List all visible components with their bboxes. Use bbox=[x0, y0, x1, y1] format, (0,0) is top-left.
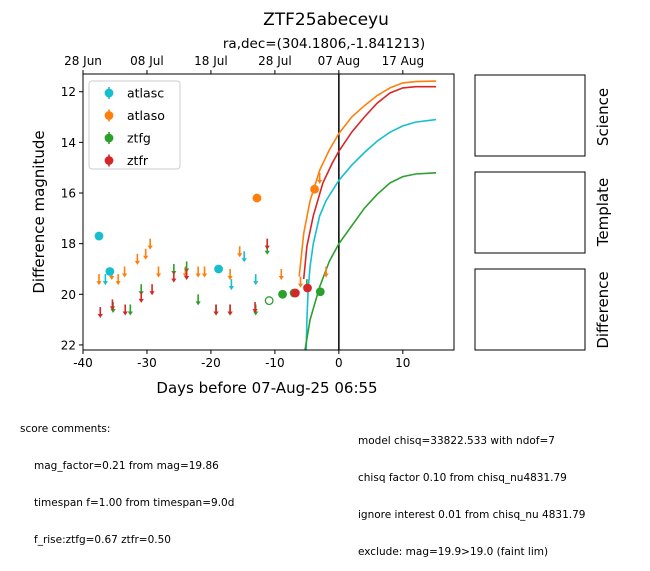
plot-area: -40 -30 -20 -10 0 10 12 14 16 18 20 22 28 Jun 08 Jul 1… bbox=[61, 54, 455, 370]
ztfr-upper-limit bbox=[184, 269, 190, 281]
ztfg-upper-limit bbox=[195, 294, 201, 306]
y-tick-label: 12 bbox=[61, 85, 76, 99]
legend-label: atlaso bbox=[127, 108, 165, 123]
top-tick-label: 28 Jul bbox=[258, 54, 292, 68]
x-axis-label: Days before 07-Aug-25 06:55 bbox=[156, 379, 377, 397]
ztfr-upper-limit bbox=[213, 304, 219, 316]
chart-subtitle: ra,dec=(304.1806,-1.841213) bbox=[223, 36, 425, 52]
ztfr-upper-limit bbox=[227, 304, 233, 316]
atlasc-detection bbox=[214, 264, 224, 274]
plot-content bbox=[94, 74, 437, 350]
top-tick-label: 17 Aug bbox=[382, 54, 425, 68]
legend-label: atlasc bbox=[127, 86, 164, 101]
y-tick-label: 16 bbox=[61, 187, 76, 201]
atlaso-upper-limit bbox=[115, 274, 121, 286]
x-tick-label: -40 bbox=[73, 356, 93, 370]
x-tick-label: -30 bbox=[137, 356, 157, 370]
atlaso-upper-limit bbox=[278, 269, 284, 281]
legend-label: ztfr bbox=[127, 153, 149, 168]
model-comment-line: model chisq=33822.533 with ndof=7 bbox=[358, 434, 555, 447]
score-comments-heading: score comments: bbox=[20, 422, 111, 435]
legend: atlasc atlaso ztfg ztfr bbox=[88, 80, 181, 170]
ztfr-model-curve bbox=[302, 85, 437, 280]
atlaso-upper-limit bbox=[143, 248, 149, 260]
atlasc-upper-limit bbox=[228, 279, 234, 291]
atlaso-detection bbox=[252, 193, 262, 203]
difference-panel: Difference bbox=[474, 268, 612, 351]
ztfg-detection bbox=[315, 287, 325, 297]
template-label: Template bbox=[594, 178, 612, 247]
top-tick-label: 28 Jun bbox=[64, 54, 102, 68]
atlasc-detection bbox=[94, 231, 104, 241]
atlasc-upper-limit bbox=[253, 274, 259, 286]
ztfr-detection bbox=[303, 283, 312, 293]
science-panel: Science bbox=[474, 74, 612, 157]
top-tick-label: 18 Jul bbox=[194, 54, 228, 68]
legend-label: ztfg bbox=[127, 131, 151, 146]
ztfr-upper-limit bbox=[138, 291, 144, 303]
x-tick-label: 10 bbox=[395, 356, 410, 370]
lightcurve-figure: ZTF25abeceyu ra,dec=(304.1806,-1.841213)… bbox=[30, 10, 612, 397]
science-label: Science bbox=[594, 88, 612, 146]
ztfr-detection bbox=[290, 288, 300, 298]
y-axis-label: Difference magnitude bbox=[30, 130, 48, 293]
score-comment-line: f_rise:ztfg=0.67 ztfr=0.50 bbox=[34, 534, 171, 547]
atlaso-model-curve bbox=[298, 80, 437, 277]
score-comment-line: timespan f=1.00 from timespan=9.0d bbox=[34, 497, 235, 510]
template-panel: Template bbox=[474, 171, 612, 254]
y-tick-label: 18 bbox=[61, 237, 76, 251]
atlaso-upper-limit bbox=[237, 246, 243, 258]
ztfr-upper-limit bbox=[149, 284, 155, 296]
ztfg-upper-limit bbox=[127, 304, 133, 316]
atlasc-model-curve bbox=[305, 118, 437, 350]
ztfr-upper-limit bbox=[171, 271, 177, 283]
x-tick-label: -20 bbox=[201, 356, 221, 370]
atlasc-upper-limit bbox=[241, 251, 247, 263]
model-comment-line: ignore interest 0.01 from chisq_nu 4831.… bbox=[358, 509, 586, 522]
ztfr-upper-limit bbox=[122, 304, 128, 316]
legend-entry-atlaso: atlaso bbox=[104, 108, 165, 123]
model-comment-line: exclude: mag=19.9>19.0 (faint lim) bbox=[358, 546, 549, 559]
atlaso-upper-limit bbox=[147, 238, 153, 250]
atlaso-upper-limit bbox=[323, 266, 329, 278]
score-comments: score comments: mag_factor=0.21 from mag… bbox=[20, 398, 234, 559]
top-tick-label: 07 Aug bbox=[318, 54, 361, 68]
legend-entry-ztfg: ztfg bbox=[104, 131, 151, 146]
ztfr-upper-limit bbox=[252, 301, 258, 313]
atlaso-upper-limit bbox=[155, 266, 162, 278]
y-tick-label: 22 bbox=[61, 338, 76, 352]
atlaso-upper-limit bbox=[195, 266, 201, 278]
score-comment-line: mag_factor=0.21 from mag=19.86 bbox=[34, 460, 219, 473]
atlaso-upper-limit bbox=[201, 266, 208, 278]
ztfg-detection bbox=[278, 289, 287, 299]
x-tick-label: 0 bbox=[335, 356, 343, 370]
atlasc-detection bbox=[105, 267, 115, 276]
atlaso-upper-limit bbox=[227, 269, 233, 281]
difference-label: Difference bbox=[594, 271, 612, 348]
plot-frame bbox=[82, 73, 455, 351]
atlaso-upper-limit bbox=[134, 253, 140, 265]
atlasc-upper-limit bbox=[102, 274, 108, 286]
chart-title: ZTF25abeceyu bbox=[263, 10, 389, 30]
legend-entry-atlasc: atlasc bbox=[104, 86, 164, 101]
legend-box bbox=[88, 80, 181, 170]
atlaso-upper-limit bbox=[121, 266, 128, 278]
atlaso-detection bbox=[310, 184, 319, 194]
ztfr-upper-limit bbox=[109, 299, 116, 311]
y-tick-label: 14 bbox=[61, 136, 76, 150]
model-comment-line: chisq factor 0.10 from chisq_nu4831.79 bbox=[358, 472, 567, 485]
ztfr-upper-limit bbox=[264, 238, 270, 250]
y-tick-label: 20 bbox=[61, 288, 76, 302]
model-comments: model chisq=33822.533 with ndof=7 chisq … bbox=[358, 410, 585, 571]
top-tick-label: 08 Jul bbox=[130, 54, 164, 68]
x-tick-label: -10 bbox=[265, 356, 285, 370]
atlaso-upper-limit bbox=[96, 274, 102, 286]
ztfg-hollow-point bbox=[264, 296, 274, 306]
atlaso-upper-limit bbox=[317, 172, 323, 184]
atlaso-upper-limit bbox=[297, 276, 304, 288]
ztfr-upper-limit bbox=[97, 307, 103, 319]
legend-entry-ztfr: ztfr bbox=[104, 153, 149, 168]
